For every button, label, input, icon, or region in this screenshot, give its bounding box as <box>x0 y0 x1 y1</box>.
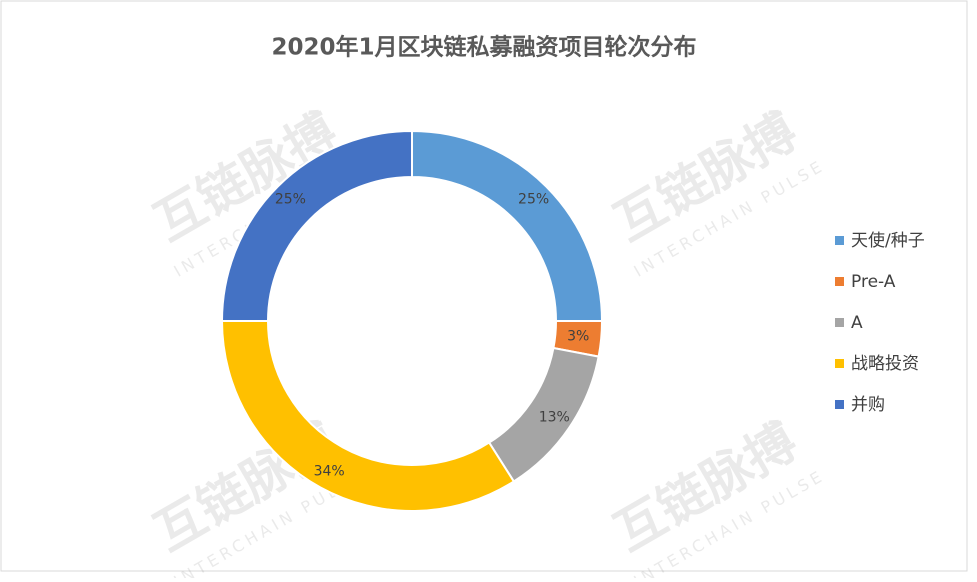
legend-label: 战略投资 <box>851 354 919 374</box>
legend-label: 天使/种子 <box>851 230 925 251</box>
legend-swatch <box>835 277 844 286</box>
legend-label: 并购 <box>851 395 885 415</box>
data-label: 34% <box>314 464 345 480</box>
legend-label: Pre-A <box>851 272 896 292</box>
donut-segment <box>220 129 413 322</box>
data-label: 25% <box>518 191 549 207</box>
legend-label: A <box>851 313 863 333</box>
legend-swatch <box>835 359 844 368</box>
legend-swatch <box>835 318 844 327</box>
donut-segment <box>220 320 516 512</box>
legend-swatch <box>835 400 844 409</box>
chart-title: 2020年1月区块链私募融资项目轮次分布 <box>271 34 696 61</box>
data-label: 25% <box>275 191 306 207</box>
data-label: 3% <box>567 329 589 345</box>
data-label: 13% <box>539 410 570 426</box>
legend-swatch <box>835 236 844 245</box>
